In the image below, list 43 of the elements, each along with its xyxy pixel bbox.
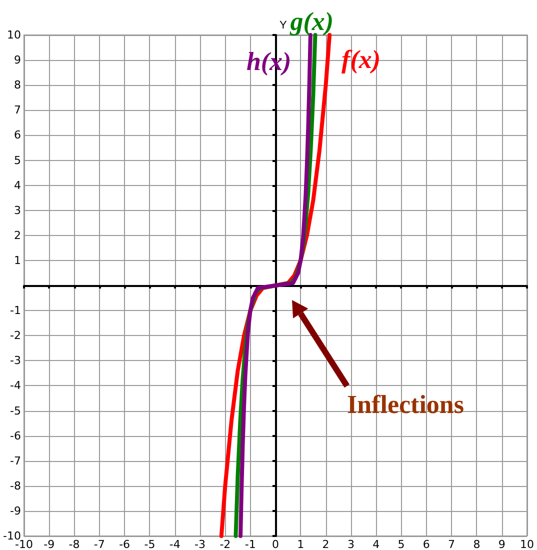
x-tick-label: -7 [94, 538, 105, 550]
x-tick-label: -8 [68, 538, 80, 550]
y-tick-label: 1 [14, 254, 21, 267]
x-tick-label: 2 [322, 538, 330, 550]
y-tick-label: -8 [10, 479, 21, 492]
x-tick-label: -1 [244, 538, 256, 550]
x-tick-label: 9 [498, 538, 506, 550]
y-tick-label: -4 [10, 379, 21, 392]
series-label: f(x) [342, 45, 381, 75]
x-tick-label: 1 [297, 538, 304, 550]
y-tick-label: 3 [14, 204, 21, 217]
x-tick-label: -5 [144, 538, 156, 550]
y-tick-label: -2 [10, 329, 21, 342]
y-tick-label: -6 [10, 429, 21, 442]
series-label: g(x) [290, 7, 334, 37]
y-tick-label: -9 [10, 504, 21, 518]
x-tick-label: -3 [194, 538, 206, 550]
y-tick-label: -3 [10, 354, 21, 368]
x-tick-label: 0 [272, 538, 279, 550]
y-tick-label: 10 [6, 28, 21, 42]
x-tick-label: -6 [119, 538, 130, 550]
y-tick-label: 4 [14, 178, 21, 192]
annotation: Inflections [347, 390, 464, 420]
y-tick-label: 8 [14, 78, 21, 92]
y-tick-label: 7 [14, 104, 21, 117]
x-tick-label: -4 [169, 538, 180, 550]
x-tick-label: -2 [220, 538, 231, 550]
y-tick-label: 2 [14, 228, 21, 242]
x-tick-label: 6 [422, 538, 430, 550]
x-tick-label: -9 [44, 538, 55, 550]
x-tick-label: 10 [520, 538, 534, 550]
y-tick-label: 6 [14, 128, 21, 142]
y-tick-label: -1 [10, 304, 21, 318]
x-tick-label: 3 [347, 538, 354, 550]
y-axis-title: Y [279, 20, 288, 32]
x-tick-label: 5 [398, 538, 405, 550]
y-tick-label: 5 [14, 154, 21, 167]
x-tick-label: 7 [448, 538, 456, 550]
x-tick-label: 4 [372, 538, 380, 550]
y-tick-label: -5 [10, 404, 21, 418]
y-tick-label: 9 [14, 54, 21, 67]
x-tick-label: 8 [473, 538, 480, 550]
y-tick-label: -7 [10, 454, 21, 468]
